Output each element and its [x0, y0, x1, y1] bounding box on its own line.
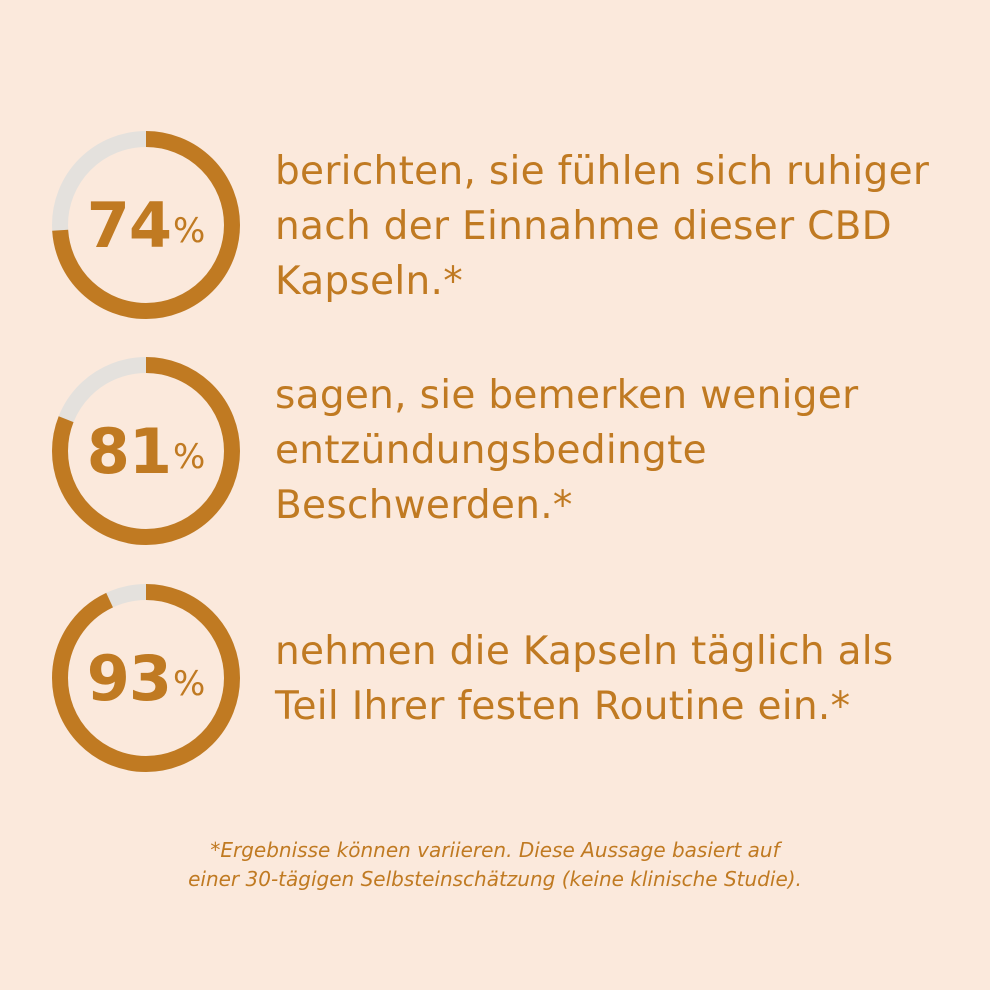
- stat-line: sagen, sie bemerken weniger: [275, 373, 859, 418]
- stat-number: 93: [86, 641, 172, 715]
- percent-sign: %: [172, 437, 206, 477]
- stat-text: nehmen die Kapseln täglich als Teil Ihre…: [275, 624, 975, 734]
- stat-line: Teil Ihrer festen Routine ein.*: [275, 684, 851, 729]
- ring-fill: [52, 584, 240, 772]
- ring-fill: [52, 357, 240, 545]
- ring-graphic: [52, 584, 240, 772]
- stat-text: berichten, sie fühlen sich ruhiger nach …: [275, 144, 975, 309]
- stat-line: entzündungsbedingte: [275, 428, 707, 473]
- footnote: *Ergebnisse können variieren. Diese Auss…: [0, 836, 990, 894]
- progress-ring: 81%: [52, 357, 240, 545]
- stat-number: 74: [86, 188, 172, 262]
- stat-line: berichten, sie fühlen sich ruhiger: [275, 149, 930, 194]
- footnote-line: *Ergebnisse können variieren. Diese Auss…: [210, 838, 780, 862]
- ring-fill: [52, 131, 240, 319]
- stat-line: Kapseln.*: [275, 259, 464, 304]
- stat-line: nehmen die Kapseln täglich als: [275, 629, 894, 674]
- progress-ring: 93%: [52, 584, 240, 772]
- stat-line: Beschwerden.*: [275, 483, 573, 528]
- stat-number: 81: [86, 414, 172, 488]
- percent-sign: %: [172, 211, 206, 251]
- ring-graphic: [52, 357, 240, 545]
- stat-text: sagen, sie bemerken weniger entzündungsb…: [275, 368, 975, 533]
- percent-sign: %: [172, 664, 206, 704]
- stat-line: nach der Einnahme dieser CBD: [275, 204, 893, 249]
- footnote-line: einer 30-tägigen Selbsteinschätzung (kei…: [188, 867, 802, 891]
- ring-graphic: [52, 131, 240, 319]
- progress-ring: 74%: [52, 131, 240, 319]
